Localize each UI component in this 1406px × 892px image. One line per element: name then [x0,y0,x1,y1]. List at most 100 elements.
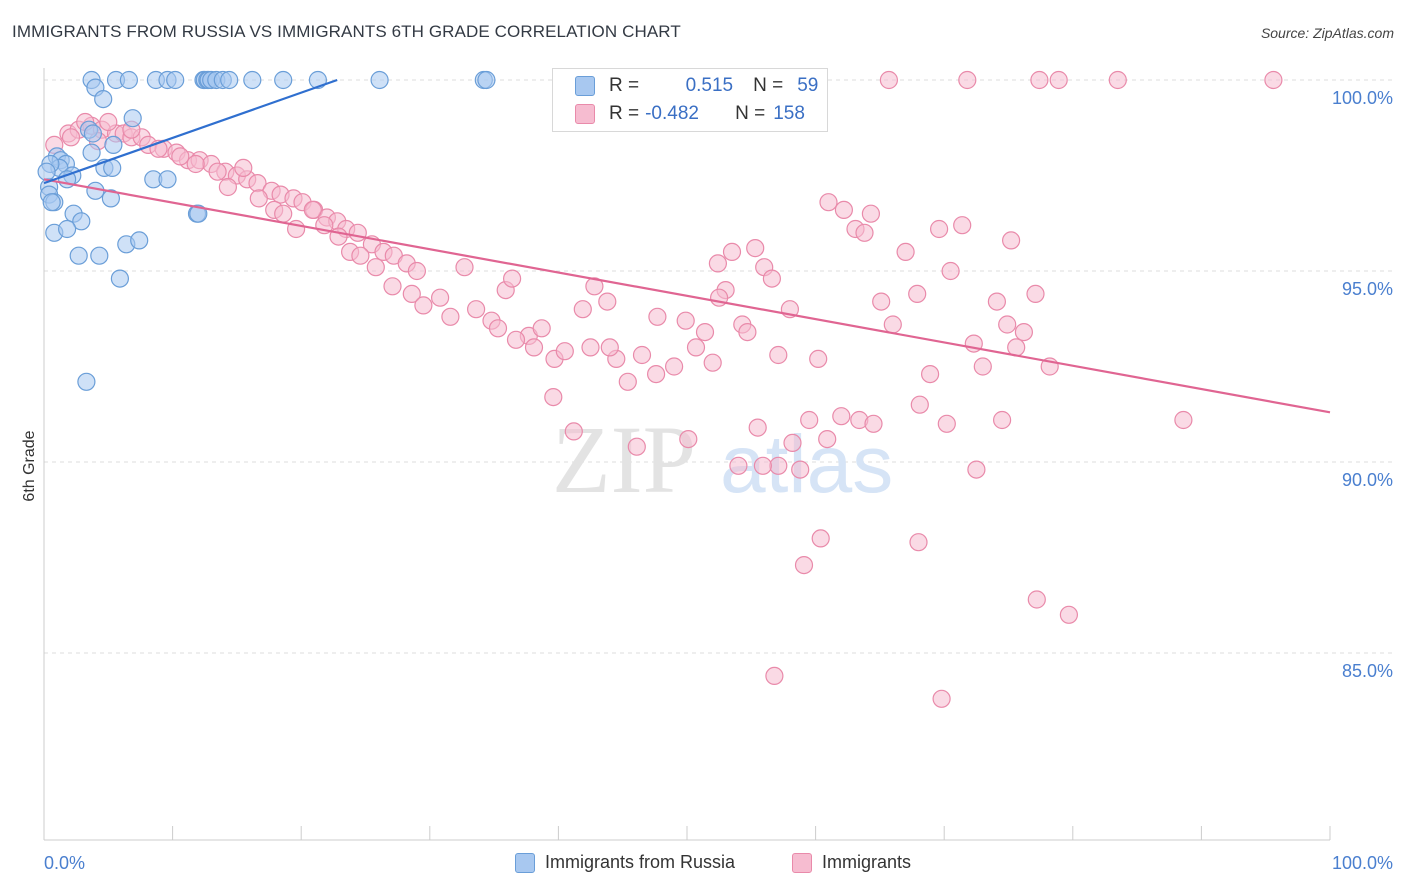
data-point [90,246,109,265]
data-point [958,70,977,90]
data-point [130,231,149,250]
y-tick-label: 100.0% [1332,88,1393,108]
correlation-stats-box: R = 0.515 N = 59 R = -0.482 N = 158 [552,68,828,132]
data-point [769,456,788,475]
data-point [929,219,949,239]
n-label: N = [735,103,766,124]
data-point [573,300,592,319]
data-point [414,296,433,315]
data-point [524,338,544,357]
y-axis-label: 6th Grade [21,430,38,501]
legend-item-russia[interactable]: Immigrants from Russia [515,852,735,873]
data-point [82,143,101,162]
data-point [686,338,706,357]
data-point [748,418,767,437]
legend-swatch-blue [515,852,535,873]
y-tick-label: 95.0% [1342,279,1393,299]
r-value: 0.515 [685,75,734,96]
data-point [101,189,121,208]
data-point [186,154,205,174]
data-point [564,422,583,441]
data-point [110,269,130,288]
data-point [477,70,496,90]
data-point [1059,605,1079,624]
r-label: R = [609,75,640,96]
series-immigrants-from-russia [37,70,496,391]
data-point [303,200,322,219]
data-point [973,357,992,376]
data-point [953,216,972,235]
data-point [1001,231,1021,250]
data-point [627,437,646,456]
data-point [783,433,802,452]
legend-label: Immigrants from Russia [545,852,736,872]
data-point [910,395,929,414]
data-point [119,70,138,90]
data-point [941,261,960,281]
data-point [532,319,551,338]
data-point [819,193,838,212]
data-point [896,242,915,261]
y-tick-label: 85.0% [1342,661,1393,681]
data-point [83,124,103,143]
data-point [800,410,819,430]
stat-swatch-blue [575,76,595,96]
data-point [879,70,899,90]
legend-label: Immigrants [822,852,912,872]
data-point [274,204,293,223]
stat-swatch-pink [575,104,595,124]
r-value: -0.482 [645,103,699,124]
data-point [861,204,881,223]
data-point [348,223,367,242]
data-point [1264,70,1283,90]
data-point [1108,70,1127,90]
data-point [932,689,951,708]
data-point [769,345,788,365]
data-point [104,135,123,154]
data-point [791,460,810,479]
data-point [738,323,757,342]
data-point [189,204,208,223]
data-point [811,529,830,548]
x-tick-label: 100.0% [1332,853,1393,873]
trend-line-immigrants [43,178,1331,414]
data-point [864,414,883,433]
data-point [920,365,940,384]
data-point [234,158,253,177]
data-point [72,212,91,231]
data-point [402,284,421,303]
data-point [220,70,239,90]
data-point [585,277,604,296]
data-point [218,177,237,197]
data-point [679,430,698,449]
data-point [834,200,854,219]
data-point [987,292,1007,311]
stat-row-immigrants: R = -0.482 N = 158 [575,102,805,126]
data-point [366,258,385,277]
data-point [762,269,782,288]
legend-item-immigrants[interactable]: Immigrants [792,852,911,873]
data-point [249,189,268,208]
data-point [94,89,113,109]
data-point [1049,70,1068,90]
data-point [69,246,88,265]
data-point [370,70,389,90]
data-point [855,223,874,242]
data-point [208,162,227,181]
data-point [171,147,190,166]
data-point [57,219,77,239]
data-point [431,288,450,307]
data-point [872,292,891,311]
data-point [908,284,927,303]
data-point [1030,70,1049,90]
data-point [42,193,61,212]
n-value: 59 [797,75,819,96]
data-point [722,242,742,261]
data-point [407,261,426,281]
data-point [664,357,684,376]
data-point [818,430,837,449]
data-point [598,292,617,311]
data-point [1027,590,1046,609]
data-point [1026,284,1045,303]
